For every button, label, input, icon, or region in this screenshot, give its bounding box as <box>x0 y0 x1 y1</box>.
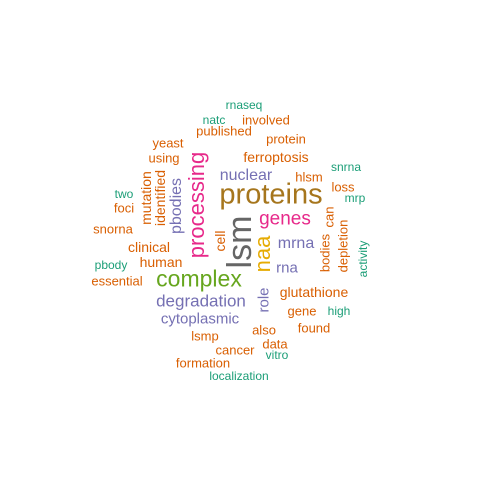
word-role: role <box>255 287 273 313</box>
word-cell: cell <box>212 230 228 252</box>
word-glutathione: glutathione <box>279 284 349 300</box>
word-complex: complex <box>156 265 242 292</box>
word-cytoplasmic: cytoplasmic <box>160 310 240 328</box>
word-naa: naa <box>250 235 275 273</box>
word-nuclear: nuclear <box>219 167 273 184</box>
word-formation: formation <box>175 355 231 371</box>
word-using: using <box>148 150 180 166</box>
word-loss: loss <box>331 179 355 195</box>
word-ferroptosis: ferroptosis <box>243 149 309 165</box>
word-bodies: bodies <box>317 233 333 273</box>
word-snorna: snorna <box>93 221 133 237</box>
word-published: published <box>196 123 252 139</box>
word-gene: gene <box>287 303 317 319</box>
word-mrna: mrna <box>277 235 315 252</box>
word-pbody: pbody <box>94 258 128 272</box>
word-data: data <box>262 336 288 352</box>
word-localization: localization <box>209 369 269 383</box>
word-vitro: vitro <box>265 348 289 362</box>
word-also: also <box>252 322 276 338</box>
word-high: high <box>327 304 351 318</box>
word-cancer: cancer <box>215 342 255 358</box>
word-pbodies: pbodies <box>168 177 185 235</box>
word-rnaseq: rnaseq <box>225 98 263 112</box>
word-identified: identified <box>152 169 168 227</box>
word-found: found <box>297 320 331 336</box>
word-genes: genes <box>259 208 311 230</box>
word-essential: essential <box>91 273 143 289</box>
word-foci: foci <box>113 200 135 216</box>
word-hlsm: hlsm <box>295 169 323 185</box>
word-mrp: mrp <box>344 191 366 205</box>
word-activity: activity <box>356 240 370 278</box>
word-involved: involved <box>242 112 290 128</box>
word-proteins: proteins <box>219 178 323 211</box>
word-natc: natc <box>202 113 226 127</box>
word-rna: rna <box>276 259 298 277</box>
word-yeast: yeast <box>152 135 184 151</box>
word-processing: processing <box>184 151 209 259</box>
word-depletion: depletion <box>335 219 351 273</box>
word-human: human <box>139 254 183 270</box>
word-clinical: clinical <box>127 239 171 255</box>
word-snrna: snrna <box>330 160 362 174</box>
word-degradation: degradation <box>156 291 246 311</box>
word-protein: protein <box>266 131 306 147</box>
word-two: two <box>114 187 134 201</box>
word-lsmp: lsmp <box>191 328 219 344</box>
word-can: can <box>321 206 337 228</box>
word-mutation: mutation <box>138 171 154 225</box>
